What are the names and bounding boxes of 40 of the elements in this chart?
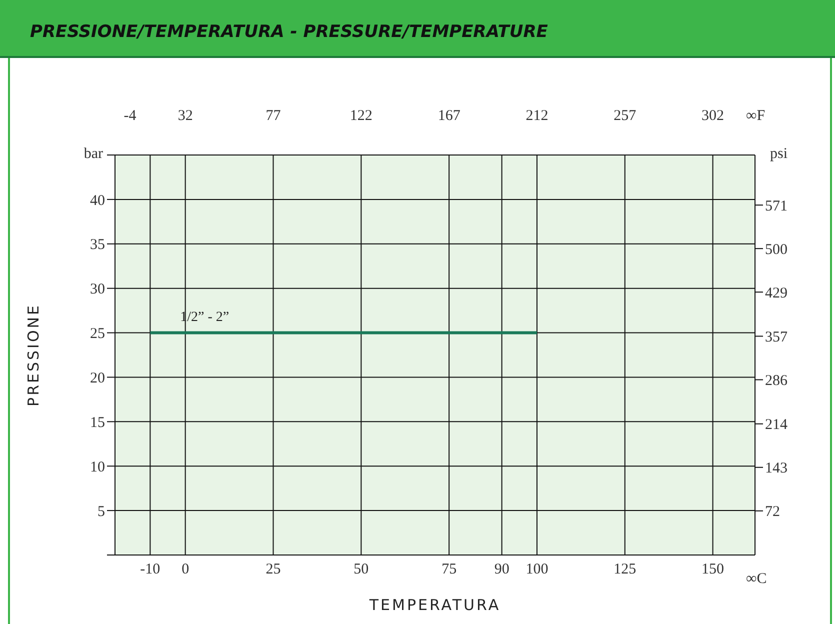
x-tick-label: 25 [266, 562, 281, 578]
y-tick-label: 10 [90, 459, 105, 476]
y-tick-label: 15 [90, 414, 105, 431]
y2-tick-label: 286 [765, 373, 788, 390]
x2-tick-label: 122 [350, 108, 372, 124]
y2-axis-title: psi [770, 146, 788, 162]
x-tick-label: 90 [494, 562, 510, 578]
y-tick-label: 30 [90, 282, 105, 298]
chart-title: PRESSIONE/TEMPERATURA - PRESSURE/TEMPERATURE [30, 22, 548, 42]
x-tick-label: 50 [354, 562, 369, 578]
y-axis-title: PRESSIONE [24, 304, 42, 406]
x2-tick-label: 167 [438, 108, 461, 124]
x2-tick-label: 77 [266, 108, 282, 124]
y2-tick-label: 72 [765, 504, 780, 520]
y-tick-label: 5 [98, 504, 105, 520]
x-tick-label: -10 [140, 562, 160, 578]
y-tick-label: 20 [90, 370, 105, 387]
y2-tick-label: 214 [765, 417, 788, 434]
y2-tick-label: 571 [765, 198, 788, 214]
x2-tick-label: 32 [178, 108, 193, 124]
y2-tick-label: 143 [765, 460, 788, 477]
y-tick-label: 35 [90, 237, 105, 254]
x-tick-label: 125 [614, 562, 636, 578]
y2-tick-label: 357 [765, 330, 788, 346]
x-axis-title: TEMPERATURA [368, 596, 501, 614]
y-tick-label: 25 [90, 326, 105, 342]
y-tick-label: 40 [90, 192, 105, 209]
x-tick-label: 75 [442, 562, 457, 578]
x2-axis-title: ∞F [746, 108, 766, 124]
y2-tick-label: 429 [765, 285, 788, 302]
text: ∞C [746, 571, 767, 587]
y2-tick-label: 500 [765, 242, 788, 258]
x2-tick-label: 302 [702, 108, 724, 124]
x2-tick-label: 257 [614, 108, 637, 124]
x-tick-label: 150 [702, 562, 724, 578]
x2-tick-label: -4 [124, 108, 137, 124]
text: bar [84, 146, 103, 162]
x-tick-label: 0 [182, 562, 190, 578]
x-tick-label: 100 [526, 562, 548, 578]
x2-tick-label: 212 [526, 108, 548, 124]
